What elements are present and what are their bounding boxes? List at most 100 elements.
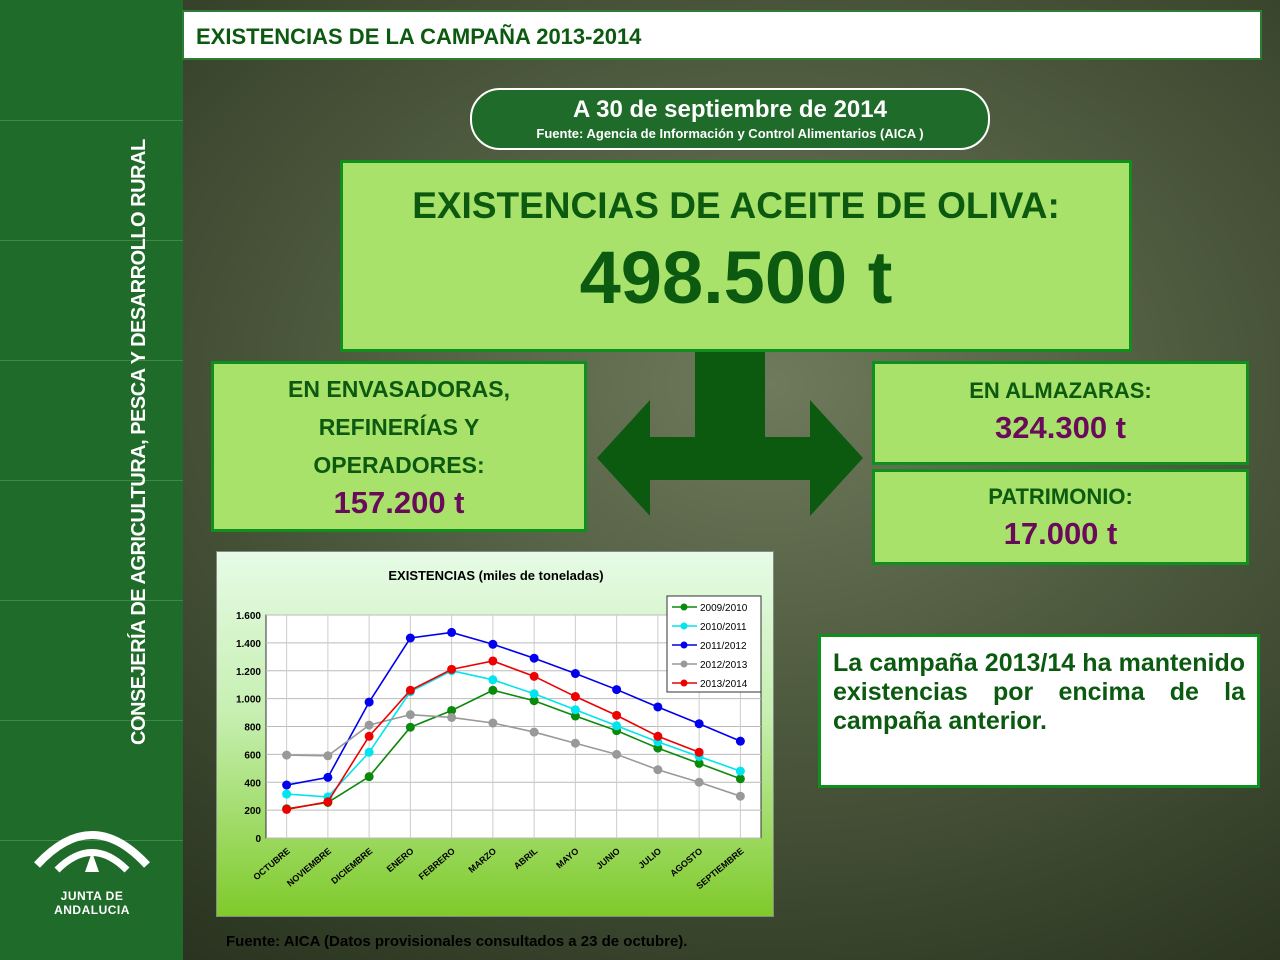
data-point: [612, 685, 622, 695]
x-tick-label: JUNIO: [594, 846, 622, 871]
data-point: [405, 685, 415, 695]
y-tick-label: 200: [244, 806, 261, 817]
data-point: [405, 633, 415, 643]
data-point: [570, 738, 580, 748]
y-tick-label: 400: [244, 778, 261, 789]
patrimonio-box: PATRIMONIO: 17.000 t: [872, 469, 1249, 565]
footer-source: Fuente: AICA (Datos provisionales consul…: [226, 933, 688, 950]
envasadoras-box: EN ENVASADORAS, REFINERÍAS Y OPERADORES:…: [211, 361, 587, 532]
total-label: EXISTENCIAS DE ACEITE DE OLIVA:: [412, 185, 1060, 226]
legend-marker: [680, 622, 688, 630]
data-point: [282, 789, 292, 799]
data-point: [323, 751, 333, 761]
logo-arcs-icon: [34, 831, 150, 873]
y-tick-label: 0: [255, 834, 261, 845]
ministry-name: CONSEJERÍA DE AGRICULTURA, PESCA Y DESAR…: [128, 139, 150, 745]
source-text: Fuente: Agencia de Información y Control…: [536, 126, 924, 141]
split-arrow-icon: [597, 352, 863, 516]
almazaras-box: EN ALMAZARAS: 324.300 t: [872, 361, 1249, 465]
x-tick-label: MARZO: [466, 846, 498, 875]
data-point: [364, 731, 374, 741]
data-point: [612, 721, 622, 731]
sidebar: CONSEJERÍA DE AGRICULTURA, PESCA Y DESAR…: [0, 0, 183, 960]
data-point: [488, 685, 498, 695]
data-point: [529, 653, 539, 663]
legend-label: 2011/2012: [700, 641, 747, 652]
data-point: [282, 780, 292, 790]
patrimonio-value: 17.000 t: [1003, 516, 1118, 551]
y-tick-label: 600: [244, 750, 261, 761]
data-point: [282, 804, 292, 814]
total-stocks-box: EXISTENCIAS DE ACEITE DE OLIVA: 498.500 …: [340, 160, 1132, 352]
series-line: [286, 689, 741, 810]
data-point: [694, 747, 704, 757]
data-point: [447, 627, 457, 637]
data-point: [653, 702, 663, 712]
junta-logo: JUNTA DE ANDALUCIA: [22, 810, 162, 917]
data-point: [447, 664, 457, 674]
legend-marker: [680, 679, 688, 687]
data-point: [653, 743, 663, 753]
data-point: [364, 747, 374, 757]
chart-svg: EXISTENCIAS (miles de toneladas) 0 200 400…: [236, 568, 762, 891]
date-text: A 30 de septiembre de 2014: [573, 96, 887, 123]
data-point: [447, 712, 457, 722]
data-point: [694, 777, 704, 787]
data-point: [488, 639, 498, 649]
data-point: [529, 689, 539, 699]
page-title: EXISTENCIAS DE LA CAMPAÑA 2013-2014: [182, 10, 1262, 60]
data-point: [529, 671, 539, 681]
series-line: [286, 713, 741, 797]
stocks-chart: EXISTENCIAS (miles de toneladas) 0 200 400…: [216, 551, 774, 917]
legend-marker: [680, 603, 688, 611]
data-point: [405, 722, 415, 732]
series-line: [286, 631, 741, 786]
data-point: [570, 692, 580, 702]
envasadoras-value: 157.200 t: [333, 485, 465, 520]
data-point: [735, 766, 745, 776]
data-point: [323, 772, 333, 782]
date-banner: A 30 de septiembre de 2014 Fuente: Agenc…: [470, 88, 990, 150]
data-point: [488, 675, 498, 685]
data-point: [364, 772, 374, 782]
y-tick-label: 1.200: [236, 667, 261, 678]
data-point: [694, 719, 704, 729]
x-tick-label: MAYO: [554, 846, 580, 870]
data-point: [570, 711, 580, 721]
data-point: [529, 727, 539, 737]
envasadoras-label: OPERADORES:: [313, 452, 485, 478]
data-point: [364, 720, 374, 730]
data-point: [653, 731, 663, 741]
legend-label: 2010/2011: [700, 622, 747, 633]
data-point: [570, 669, 580, 679]
data-point: [735, 774, 745, 784]
x-tick-label: ABRIL: [512, 846, 540, 872]
envasadoras-label: REFINERÍAS Y: [318, 414, 480, 440]
data-point: [323, 797, 333, 807]
patrimonio-label: PATRIMONIO:: [988, 484, 1133, 509]
x-tick-label: FEBRERO: [417, 846, 457, 882]
data-point: [488, 718, 498, 728]
data-point: [405, 710, 415, 720]
data-point: [529, 696, 539, 706]
legend-label: 2012/2013: [700, 660, 748, 671]
legend-label: 2009/2010: [700, 603, 748, 614]
data-point: [282, 750, 292, 760]
envasadoras-label: EN ENVASADORAS,: [288, 376, 510, 402]
y-tick-label: 1.000: [236, 695, 261, 706]
almazaras-value: 324.300 t: [995, 410, 1126, 445]
x-tick-label: JULIO: [636, 846, 663, 871]
data-point: [694, 758, 704, 768]
data-point: [447, 705, 457, 715]
data-point: [570, 705, 580, 715]
x-tick-label: NOVIEMBRE: [285, 846, 333, 889]
legend-marker: [680, 641, 688, 649]
data-point: [735, 791, 745, 801]
legend-marker: [680, 660, 688, 668]
y-tick-label: 1.600: [236, 611, 261, 622]
data-point: [735, 736, 745, 746]
legend-label: 2013/2014: [700, 679, 748, 690]
x-tick-label: AGOSTO: [668, 846, 704, 879]
total-value: 498.500 t: [579, 236, 893, 319]
y-tick-label: 800: [244, 723, 261, 734]
